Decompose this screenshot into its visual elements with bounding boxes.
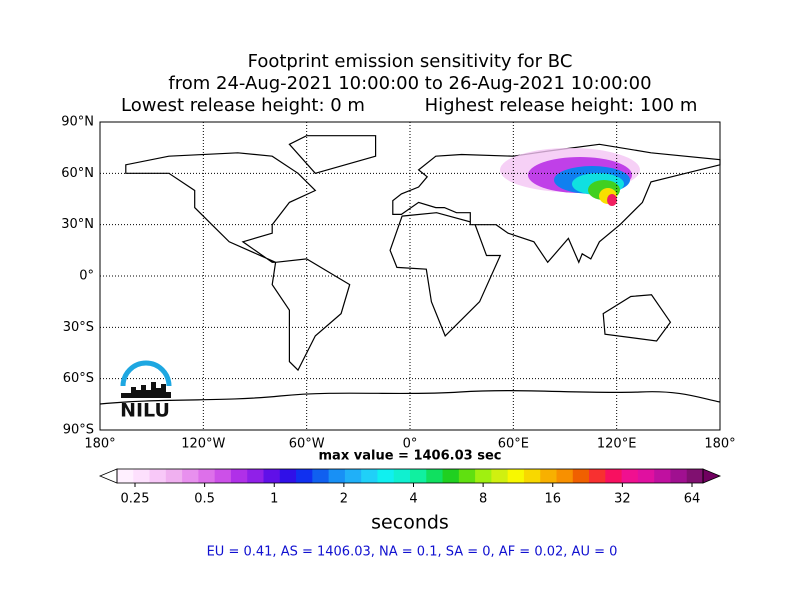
colorbar-swatch xyxy=(589,469,606,483)
lon-label: 60°W xyxy=(289,437,325,452)
colorbar-swatch xyxy=(344,469,362,483)
lon-label: 120°W xyxy=(181,437,225,452)
lon-label: 120°E xyxy=(597,437,637,452)
lon-label: 180° xyxy=(704,437,735,452)
colorbar-tick-label: 1 xyxy=(270,492,278,507)
colorbar-swatch xyxy=(686,469,704,483)
colorbar-label: seconds xyxy=(371,512,449,534)
colorbar-swatch xyxy=(410,469,427,483)
colorbar-swatch xyxy=(572,469,590,483)
lat-label: 90°S xyxy=(63,423,94,438)
colorbar-swatch xyxy=(540,469,557,483)
title: from 24-Aug-2021 10:00:00 to 26-Aug-2021… xyxy=(168,73,651,94)
lat-label: 0° xyxy=(79,269,94,284)
lon-label: 0° xyxy=(403,437,418,452)
colorbar-tick-label: 0.25 xyxy=(121,492,150,507)
australia xyxy=(602,294,672,342)
colorbar-tick-label: 32 xyxy=(614,492,631,507)
title: Footprint emission sensitivity for BC xyxy=(248,51,573,72)
lon-label: 180° xyxy=(84,437,115,452)
colorbar-swatch xyxy=(230,469,248,483)
colorbar-swatch xyxy=(523,469,541,483)
release-height: Lowest release height: 0 m xyxy=(121,95,365,116)
colorbar-swatch xyxy=(556,469,574,483)
africa xyxy=(389,212,502,337)
colorbar-swatch xyxy=(263,469,281,483)
colorbar-swatch xyxy=(312,469,330,483)
map-frame xyxy=(99,121,721,431)
colorbar-swatch xyxy=(198,469,216,483)
region-summary: EU = 0.41, AS = 1406.03, NA = 0.1, SA = … xyxy=(207,545,618,560)
colorbar-swatch xyxy=(117,469,134,483)
max-value: max value = 1406.03 sec xyxy=(319,449,502,464)
colorbar-swatch xyxy=(475,469,492,483)
colorbar-swatch xyxy=(182,469,199,483)
logo-text: NILU xyxy=(120,400,170,422)
colorbar-frame xyxy=(116,468,704,484)
colorbar-swatch xyxy=(328,469,346,483)
colorbar-tick-label: 2 xyxy=(340,492,348,507)
colorbar-swatch xyxy=(670,469,688,483)
colorbar-swatch xyxy=(279,469,297,483)
colorbar-swatch xyxy=(654,469,671,483)
logo-arc xyxy=(120,360,172,387)
colorbar-swatch xyxy=(458,469,476,483)
lat-label: 60°N xyxy=(61,166,94,181)
colorbar-tick-label: 8 xyxy=(479,492,487,507)
lat-label: 30°N xyxy=(61,217,94,232)
lat-label: 90°N xyxy=(61,115,94,130)
release-height: Highest release height: 100 m xyxy=(425,95,698,116)
nilu-logo: NILU xyxy=(120,360,172,422)
lat-label: 30°S xyxy=(63,320,94,335)
greenland xyxy=(288,135,377,174)
colorbar-swatch xyxy=(165,469,183,483)
north-america xyxy=(125,152,317,263)
colorbar-swatch xyxy=(214,469,232,483)
lat-label: 60°S xyxy=(63,371,94,386)
colorbar-swatch xyxy=(637,469,655,483)
plume-layer xyxy=(607,194,617,206)
logo-skyline xyxy=(121,382,171,398)
colorbar-swatch xyxy=(393,469,411,483)
colorbar-swatch xyxy=(296,469,313,483)
colorbar-swatch xyxy=(149,469,167,483)
colorbar-swatch xyxy=(361,469,378,483)
colorbar-swatch xyxy=(507,469,525,483)
colorbar-tick-label: 4 xyxy=(409,492,417,507)
colorbar-swatch xyxy=(605,469,623,483)
antarctica xyxy=(99,390,721,405)
colorbar-swatch xyxy=(377,469,395,483)
colorbar-tick-label: 64 xyxy=(684,492,701,507)
colorbar-tick-label: 0.5 xyxy=(194,492,215,507)
colorbar-swatch xyxy=(426,469,444,483)
colorbar-swatch xyxy=(247,469,264,483)
colorbar-swatch xyxy=(621,469,639,483)
colorbar-swatch xyxy=(133,469,151,483)
colorbar-tick-label: 16 xyxy=(544,492,561,507)
colorbar-swatch xyxy=(491,469,509,483)
colorbar-swatch xyxy=(442,469,460,483)
lon-label: 60°E xyxy=(498,437,529,452)
